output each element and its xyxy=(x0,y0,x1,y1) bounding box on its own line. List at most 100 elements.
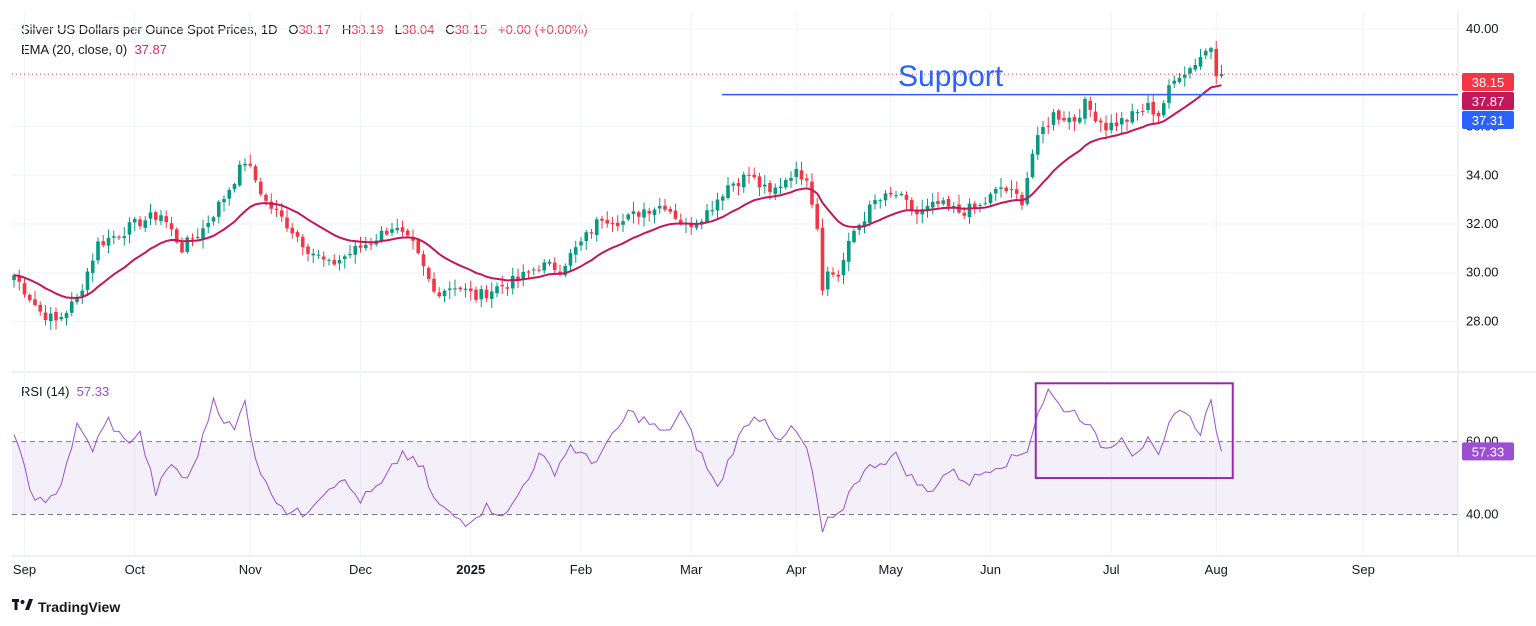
candle-body xyxy=(1219,74,1224,77)
candle-body xyxy=(1130,111,1135,123)
candle-body xyxy=(159,215,163,222)
candle-body xyxy=(1067,117,1072,123)
candle-body xyxy=(505,287,510,289)
candle-body xyxy=(1214,49,1219,77)
candle-body xyxy=(510,275,515,289)
candle-body xyxy=(1030,153,1035,178)
ema-line xyxy=(13,84,1222,299)
candle-body xyxy=(33,299,37,306)
candle-body xyxy=(185,237,190,252)
candle-body xyxy=(631,211,636,214)
candle-body xyxy=(1088,100,1093,110)
ema-value: 37.87 xyxy=(134,42,167,57)
candle-body xyxy=(810,181,814,205)
candle-body xyxy=(825,271,830,290)
candle-body xyxy=(710,210,715,212)
candle-body xyxy=(652,209,657,215)
candle-body xyxy=(458,287,463,290)
candle-body xyxy=(253,166,258,181)
rsi-last-badge xyxy=(1462,442,1514,461)
candle-body xyxy=(899,193,904,195)
candle-body xyxy=(610,222,615,225)
candle-body xyxy=(762,184,767,187)
candle-body xyxy=(1077,117,1082,123)
candle-body xyxy=(227,189,232,199)
candle-body xyxy=(752,174,757,178)
candle-body xyxy=(621,221,625,225)
candle-body xyxy=(348,253,352,256)
candle-body xyxy=(573,247,578,255)
candle-body xyxy=(64,313,69,319)
candle-body xyxy=(584,232,589,242)
candle-body xyxy=(673,210,678,219)
candle-body xyxy=(432,278,436,292)
candle-body xyxy=(237,164,242,186)
candle-body xyxy=(941,200,946,204)
candle-body xyxy=(768,183,772,193)
candle-body xyxy=(988,194,993,203)
candle-body xyxy=(967,203,972,218)
candle-body xyxy=(978,205,982,207)
candle-body xyxy=(920,209,925,215)
support-price-badge-text: 37.31 xyxy=(1472,113,1505,128)
candle-body xyxy=(12,275,16,281)
candle-body xyxy=(80,290,85,297)
brand-name: TradingView xyxy=(38,598,121,615)
candle-body xyxy=(1119,118,1124,125)
candle-body xyxy=(258,181,263,195)
candle-body xyxy=(542,262,547,271)
candle-body xyxy=(626,214,631,220)
candle-body xyxy=(411,237,415,241)
candle-body xyxy=(484,289,489,299)
rsi-last-badge-text: 57.33 xyxy=(1472,444,1505,459)
candle-body xyxy=(1156,112,1161,117)
candle-body xyxy=(605,219,610,224)
candle-body xyxy=(1140,110,1145,112)
candle-body xyxy=(132,218,137,223)
candle-body xyxy=(715,199,720,211)
candle-body xyxy=(878,200,883,202)
candle-body xyxy=(479,289,484,300)
candle-body xyxy=(1109,122,1114,131)
candle-body xyxy=(773,187,778,194)
candle-body xyxy=(705,210,709,223)
candle-body xyxy=(164,216,169,223)
candle-body xyxy=(69,301,74,313)
candle-body xyxy=(148,212,153,219)
candle-body xyxy=(342,256,347,260)
candle-body xyxy=(321,256,326,260)
candle-body xyxy=(180,242,184,253)
candle-body xyxy=(736,183,741,187)
candle-body xyxy=(1135,111,1140,113)
y-tick-label: 32.00 xyxy=(1466,216,1499,231)
candle-body xyxy=(888,192,893,195)
candle-body xyxy=(206,223,211,228)
candle-body xyxy=(799,170,804,180)
rsi-line xyxy=(13,387,1222,533)
candle-body xyxy=(216,201,221,217)
candle-body xyxy=(421,254,426,267)
candle-body xyxy=(589,232,594,234)
candle-body xyxy=(915,209,919,215)
price-chart[interactable]: Sep Oct Nov Dec 2025 Feb Mar Apr May Jun Jul Aug Sep… xyxy=(0,0,1536,590)
candle-body xyxy=(894,195,898,197)
candle-body xyxy=(563,265,568,276)
candle-body xyxy=(1046,125,1051,127)
candle-body xyxy=(426,267,431,279)
candle-body xyxy=(642,209,646,218)
x-tick-label: Feb xyxy=(570,562,592,577)
candle-body xyxy=(516,276,520,281)
candle-body xyxy=(311,253,316,256)
candle-body xyxy=(306,246,310,254)
candle-body xyxy=(836,274,841,277)
candle-body xyxy=(1198,57,1203,67)
candle-body xyxy=(75,297,79,303)
candle-body xyxy=(999,187,1003,189)
candle-body xyxy=(841,260,846,276)
candle-body xyxy=(972,203,977,208)
candle-body xyxy=(820,227,825,291)
candle-body xyxy=(946,198,951,207)
rsi-value: 57.33 xyxy=(76,384,110,399)
candle-body xyxy=(909,200,914,211)
candle-body xyxy=(22,283,27,295)
